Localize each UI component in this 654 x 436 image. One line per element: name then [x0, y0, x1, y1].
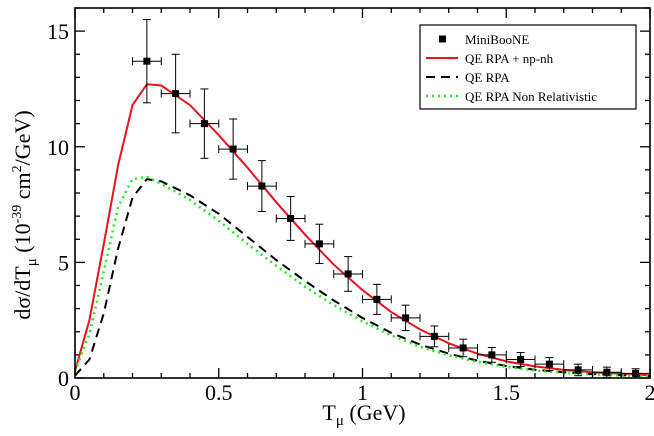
series-line-qe-rpa: [74, 178, 651, 378]
x-axis-title: Tμ (GeV): [322, 400, 405, 429]
data-marker: [488, 351, 496, 359]
x-tick-label: 1.5: [493, 380, 521, 405]
data-points: [132, 19, 651, 379]
data-marker: [574, 366, 582, 374]
data-point: [304, 223, 335, 265]
data-point: [477, 346, 507, 363]
series-line-qe-rpa-np-nh: [74, 83, 651, 377]
legend-label: QE RPA: [465, 70, 510, 85]
data-point: [448, 338, 478, 358]
data-point: [275, 195, 306, 241]
y-tick-label: 0: [58, 366, 69, 391]
y-axis-title-main: dσ/dT: [10, 266, 35, 320]
data-point: [189, 88, 220, 159]
x-tick-label: 0: [70, 380, 81, 405]
data-marker: [200, 120, 208, 128]
legend: MiniBooNE QE RPA + np-nh QE RPA QE RPA Non …: [419, 24, 637, 110]
legend-label: MiniBooNE: [465, 32, 529, 47]
data-point: [505, 352, 536, 367]
data-marker: [229, 145, 237, 153]
data-marker: [373, 295, 381, 303]
data-point: [419, 325, 450, 348]
x-tick-label: 0.5: [205, 380, 233, 405]
data-point: [362, 283, 392, 315]
y-axis-title-open: (10: [10, 223, 35, 258]
y-axis-title-close: /GeV): [10, 110, 35, 165]
legend-label: QE RPA Non Relativistic: [465, 89, 597, 104]
y-tick-label: 10: [47, 135, 69, 160]
legend-item: QE RPA Non Relativistic: [426, 89, 597, 104]
y-axis-title-sub: μ: [24, 258, 40, 266]
y-axis-title-cm: cm: [10, 172, 35, 204]
y-tick-label: 15: [47, 19, 69, 44]
data-marker: [344, 270, 352, 278]
data-marker: [287, 214, 295, 222]
legend-item: QE RPA: [426, 70, 510, 85]
plot-frame: [74, 7, 651, 379]
legend-item: MiniBooNE: [439, 32, 529, 47]
data-marker: [258, 182, 266, 190]
series-curves: [73, 83, 651, 378]
y-tick-label: 5: [58, 250, 69, 275]
legend-item: QE RPA + np-nh: [426, 51, 554, 66]
x-axis-title-sub: μ: [336, 413, 344, 429]
data-marker: [315, 240, 323, 248]
y-axis-title-exp: -39: [10, 205, 25, 224]
tick-labels: 0 0.5 1 1.5 2 0 5 10 15: [47, 19, 654, 405]
x-axis-title-unit: (GeV): [344, 400, 406, 425]
data-marker: [632, 369, 640, 377]
data-marker: [545, 360, 553, 368]
data-marker: [517, 356, 525, 363]
x-tick-label: 1: [357, 380, 368, 405]
data-marker: [143, 57, 151, 65]
data-marker: [402, 314, 410, 322]
x-tick-label: 2: [645, 380, 654, 405]
data-marker: [459, 344, 467, 352]
y-axis-title: dσ/dTμ (10-39 cm2/GeV): [10, 110, 40, 319]
data-point: [160, 53, 191, 134]
data-point: [534, 357, 565, 372]
data-marker: [430, 332, 438, 340]
data-marker: [172, 90, 180, 98]
legend-label: QE RPA + np-nh: [465, 51, 554, 66]
data-point: [390, 304, 421, 332]
legend-marker: [439, 35, 446, 43]
data-point: [333, 256, 363, 292]
y-axis-title-sq: 2: [10, 165, 25, 172]
data-point: [132, 19, 162, 104]
data-marker: [603, 368, 611, 376]
data-point: [247, 160, 277, 212]
data-point: [218, 118, 248, 180]
x-axis-title-main: T: [322, 400, 336, 425]
data-point: [620, 368, 651, 379]
series-line-qe-rpa-non-relativistic: [73, 175, 651, 378]
